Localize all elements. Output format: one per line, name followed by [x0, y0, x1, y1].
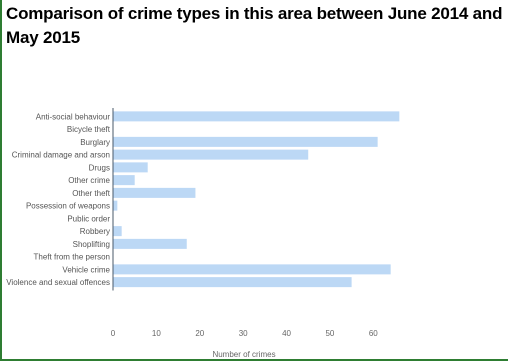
- x-tick-10: 10: [152, 329, 161, 338]
- x-tick-60: 60: [369, 329, 378, 338]
- bar-robbery: [113, 226, 122, 237]
- category-label-public-order: Public order: [67, 214, 110, 223]
- x-tick-20: 20: [195, 329, 204, 338]
- category-label-violence-and-sexual-offences: Violence and sexual offences: [6, 278, 110, 287]
- category-label-bicycle-theft: Bicycle theft: [67, 125, 111, 134]
- x-axis-title: Number of crimes: [212, 350, 275, 359]
- x-tick-40: 40: [282, 329, 291, 338]
- bar-other-crime: [113, 175, 135, 186]
- category-label-shoplifting: Shoplifting: [73, 240, 110, 249]
- bars-group: [113, 111, 400, 288]
- category-labels: Anti-social behaviour Bicycle theft Burgla…: [6, 112, 111, 287]
- chart-title: Comparison of crime types in this area b…: [6, 4, 503, 47]
- category-label-criminal-damage-and-arson: Criminal damage and arson: [12, 151, 110, 160]
- bar-possession-of-weapons: [113, 200, 118, 211]
- x-tick-50: 50: [325, 329, 334, 338]
- bar-vehicle-crime: [113, 264, 391, 275]
- x-tick-0: 0: [111, 329, 116, 338]
- category-label-other-crime: Other crime: [68, 176, 110, 185]
- bar-shoplifting: [113, 238, 187, 249]
- bar-criminal-damage-and-arson: [113, 149, 309, 160]
- bar-other-theft: [113, 187, 196, 198]
- category-label-robbery: Robbery: [80, 227, 110, 236]
- bar-drugs: [113, 162, 148, 173]
- x-tick-labels: 0 10 20 30 40 50 60: [111, 329, 379, 338]
- category-label-drugs: Drugs: [89, 163, 110, 172]
- x-tick-30: 30: [239, 329, 248, 338]
- category-label-other-theft: Other theft: [72, 189, 111, 198]
- category-label-possession-of-weapons: Possession of weapons: [26, 202, 110, 211]
- category-label-anti-social-behaviour: Anti-social behaviour: [36, 112, 111, 121]
- bar-violence-and-sexual-offences: [113, 277, 352, 288]
- bar-anti-social-behaviour: [113, 111, 400, 122]
- category-label-vehicle-crime: Vehicle crime: [62, 265, 110, 274]
- bar-burglary: [113, 136, 378, 147]
- category-label-theft-from-the-person: Theft from the person: [34, 253, 110, 262]
- category-label-burglary: Burglary: [80, 138, 110, 147]
